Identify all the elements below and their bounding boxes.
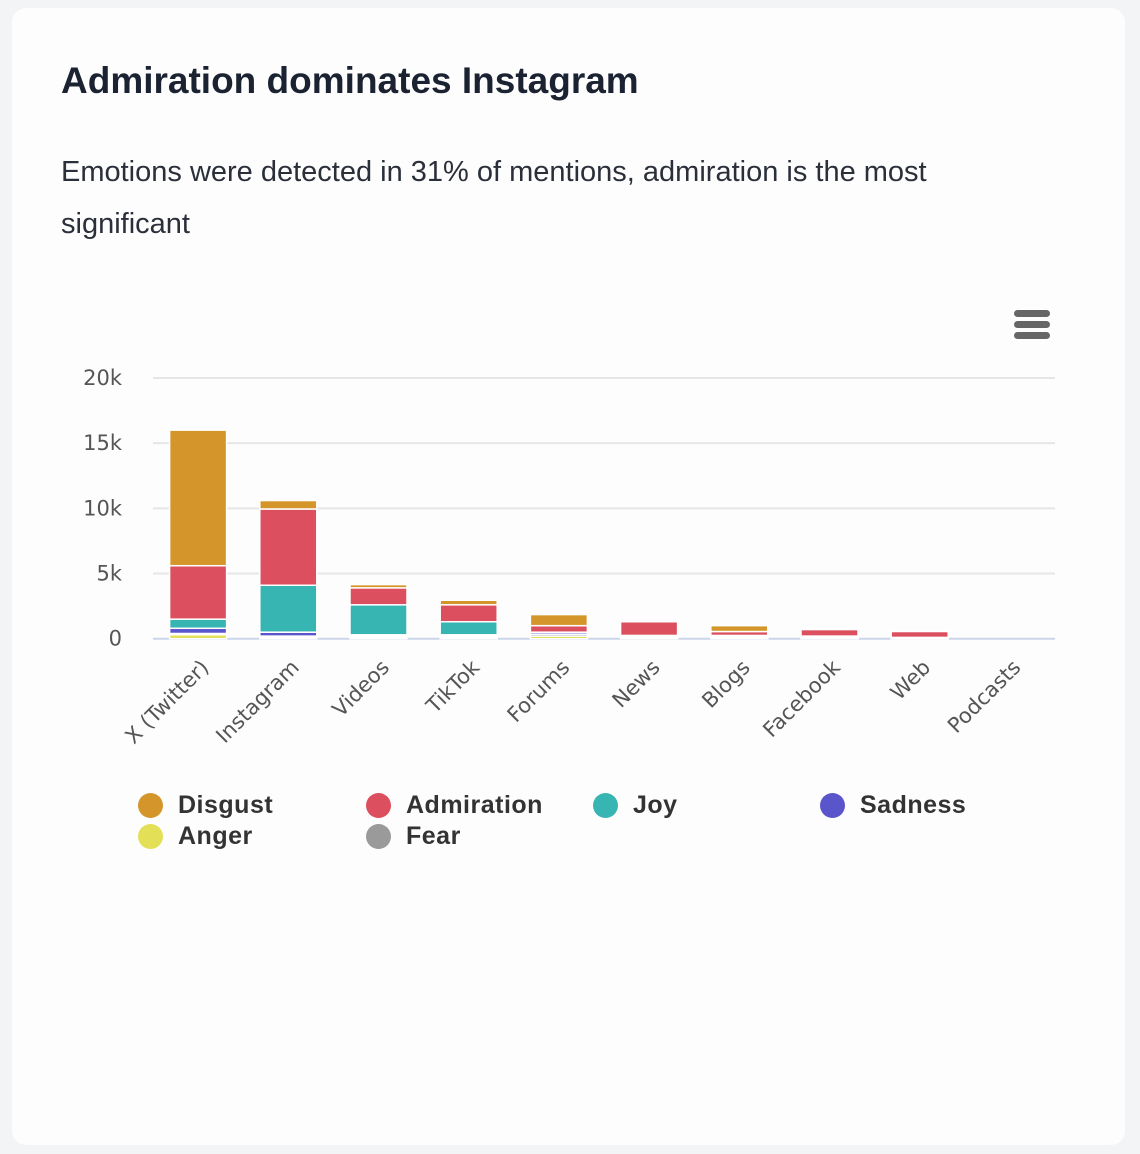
bar-segment-disgust[interactable] [439,599,498,606]
legend-label: Anger [178,822,253,850]
legend-label: Fear [406,822,461,850]
bar-segment-disgust[interactable] [349,583,408,589]
x-tick-label: TikTok [421,655,485,719]
bar-segment-sadness[interactable] [168,627,228,635]
bar-segment-admiration[interactable] [890,630,949,639]
bar-segment-admiration[interactable] [168,564,228,620]
x-tick-label: News [608,655,665,712]
bar-segment-admiration[interactable] [529,624,589,633]
y-tick-label: 15k [83,431,123,455]
x-tick-label: Web [886,655,935,704]
bar-segment-disgust[interactable] [710,624,769,633]
legend-item-sadness[interactable]: Sadness [820,791,966,820]
bar-segment-admiration[interactable] [349,587,408,606]
bar-segment-disgust[interactable] [168,429,228,567]
hamburger-menu-icon[interactable] [1014,310,1050,342]
bar-segment-admiration[interactable] [259,508,318,587]
bar-segment-admiration[interactable] [439,604,498,623]
legend-marker-icon [366,824,391,849]
legend-marker-icon [138,793,163,818]
x-tick-label: X (Twitter) [120,655,213,748]
y-tick-label: 20k [83,366,123,390]
legend-label: Admiration [406,791,543,819]
bar-segment-admiration[interactable] [619,621,679,637]
bar-segment-disgust[interactable] [259,499,318,510]
y-tick-label: 5k [96,562,122,586]
legend-item-anger[interactable]: Anger [138,822,253,851]
legend-label: Disgust [178,791,274,819]
x-tick-label: Forums [503,655,575,727]
bar-segment-admiration[interactable] [800,628,859,637]
bar-segment-joy[interactable] [439,621,498,636]
legend-marker-icon [820,793,845,818]
legend-item-admiration[interactable]: Admiration [366,791,543,820]
bar-segment-disgust[interactable] [529,613,589,627]
legend-marker-icon [366,793,391,818]
bar-segment-joy[interactable] [259,584,318,633]
legend-item-disgust[interactable]: Disgust [138,791,273,820]
x-tick-label: Instagram [211,655,304,748]
x-tick-label: Podcasts [943,655,1025,737]
y-tick-label: 0 [109,627,122,651]
legend-item-joy[interactable]: Joy [593,791,678,820]
legend-marker-icon [593,793,618,818]
chart-subtitle: Emotions were detected in 31% of mention… [61,156,927,240]
x-tick-label: Blogs [697,655,755,713]
legend-item-fear[interactable]: Fear [366,822,461,851]
bar-segment-joy[interactable] [168,618,228,630]
bar-segment-joy[interactable] [349,604,408,636]
chart-title: Admiration dominates Instagram [61,60,639,101]
x-tick-label: Videos [328,655,394,721]
y-tick-label: 10k [83,496,123,520]
x-tick-label: Facebook [758,655,845,742]
legend-label: Sadness [860,791,967,819]
legend-marker-icon [138,824,163,849]
legend-label: Joy [633,791,678,819]
